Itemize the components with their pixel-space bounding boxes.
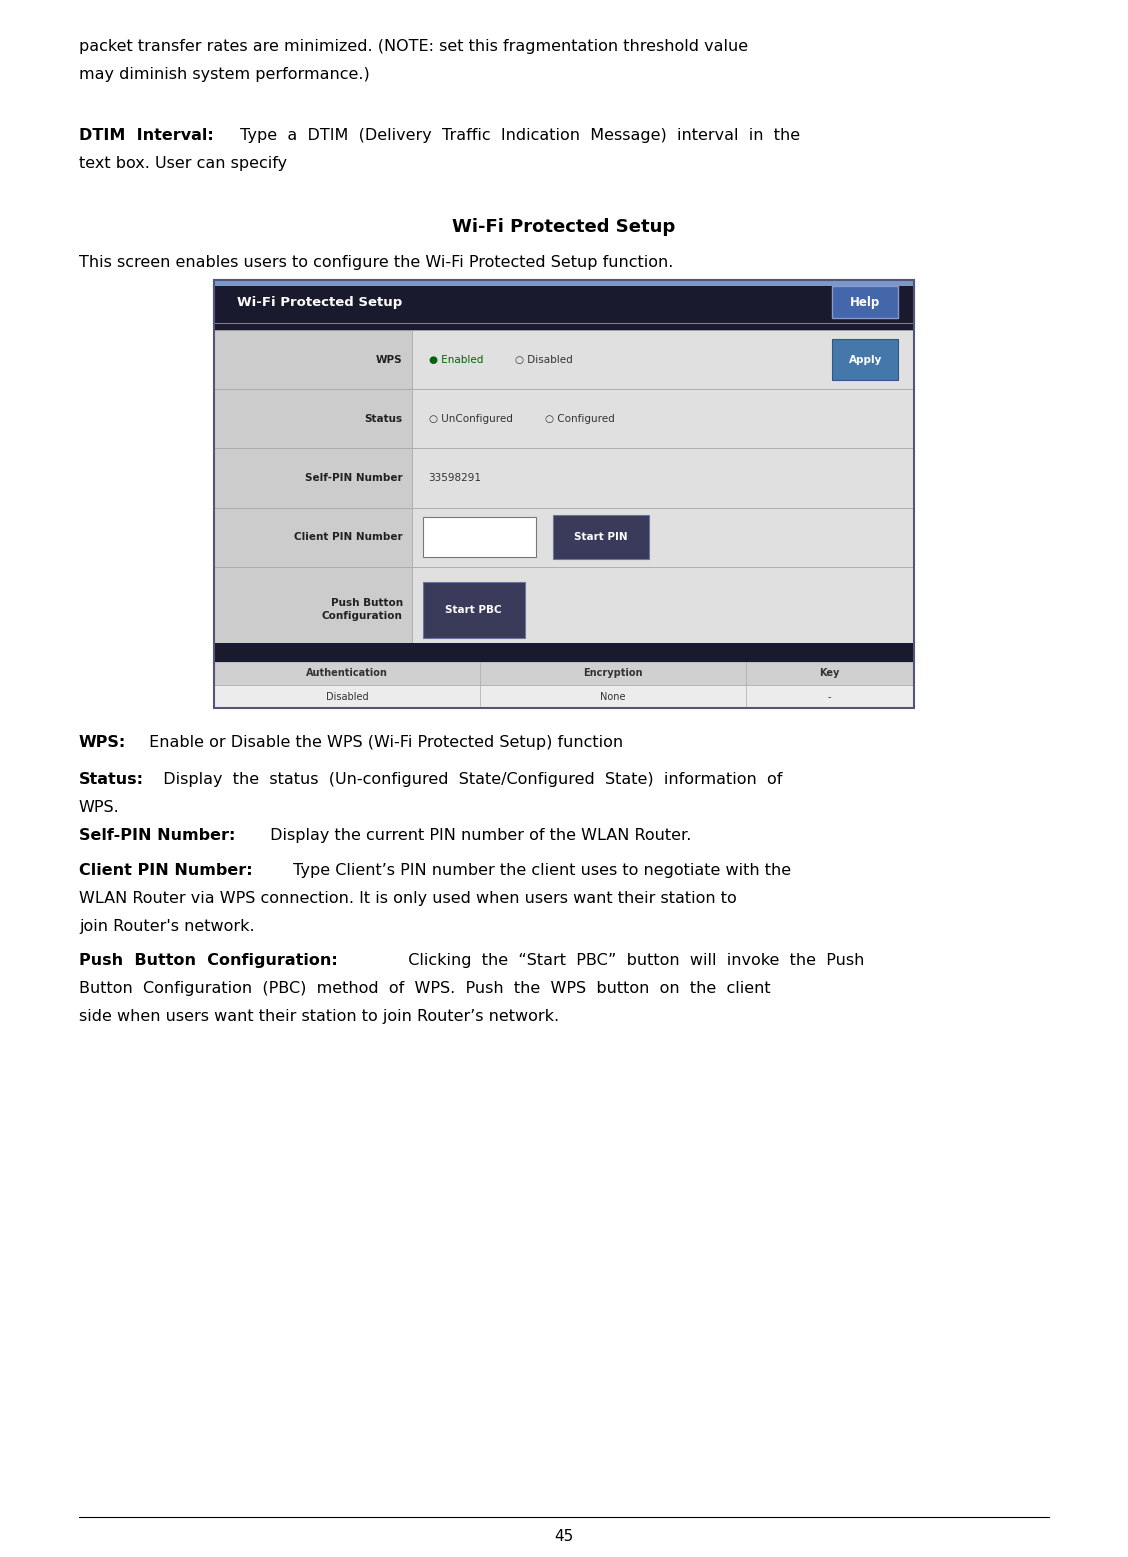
FancyBboxPatch shape [214,685,914,708]
Text: 33598291: 33598291 [429,473,482,483]
Text: None: None [600,691,626,702]
FancyBboxPatch shape [412,508,914,567]
Text: may diminish system performance.): may diminish system performance.) [79,67,370,83]
Text: Client PIN Number: Client PIN Number [294,532,403,542]
Text: Wi-Fi Protected Setup: Wi-Fi Protected Setup [452,218,676,237]
FancyBboxPatch shape [214,389,412,448]
Text: Display the current PIN number of the WLAN Router.: Display the current PIN number of the WL… [265,828,691,844]
Text: Self-PIN Number: Self-PIN Number [305,473,403,483]
Text: Start PIN: Start PIN [574,532,627,542]
FancyBboxPatch shape [214,508,412,567]
Text: WPS.: WPS. [79,800,120,816]
Text: Start PBC: Start PBC [446,604,502,615]
Text: join Router's network.: join Router's network. [79,919,255,934]
FancyBboxPatch shape [412,389,914,448]
Text: Push Button
Configuration: Push Button Configuration [321,598,403,621]
Text: text box. User can specify: text box. User can specify [79,156,288,171]
FancyBboxPatch shape [214,567,412,652]
Text: Key: Key [820,668,840,679]
Text: Help: Help [851,296,880,308]
FancyBboxPatch shape [832,339,898,380]
Text: ○ UnConfigured: ○ UnConfigured [429,414,512,424]
Text: Status: Status [364,414,403,424]
Text: Type  a  DTIM  (Delivery  Traffic  Indication  Message)  interval  in  the: Type a DTIM (Delivery Traffic Indication… [235,128,800,143]
FancyBboxPatch shape [214,324,914,643]
FancyBboxPatch shape [214,280,914,324]
Text: Client PIN Number:: Client PIN Number: [79,863,253,878]
Text: Disabled: Disabled [326,691,369,702]
FancyBboxPatch shape [214,330,412,389]
Text: Push  Button  Configuration:: Push Button Configuration: [79,953,337,968]
Text: Type Client’s PIN number the client uses to negotiate with the: Type Client’s PIN number the client uses… [288,863,791,878]
Text: WPS:: WPS: [79,735,126,750]
Text: packet transfer rates are minimized. (NOTE: set this fragmentation threshold val: packet transfer rates are minimized. (NO… [79,39,748,54]
FancyBboxPatch shape [832,286,898,318]
FancyBboxPatch shape [553,515,649,559]
Text: 45: 45 [554,1529,574,1545]
FancyBboxPatch shape [214,448,412,508]
Text: Status:: Status: [79,772,144,788]
Text: Button  Configuration  (PBC)  method  of  WPS.  Push  the  WPS  button  on  the : Button Configuration (PBC) method of WPS… [79,981,770,996]
Text: Authentication: Authentication [307,668,388,679]
Text: ○ Configured: ○ Configured [545,414,615,424]
FancyBboxPatch shape [214,280,914,286]
FancyBboxPatch shape [423,517,536,557]
Text: -: - [828,691,831,702]
Text: Wi-Fi Protected Setup: Wi-Fi Protected Setup [237,296,402,308]
Text: DTIM  Interval:: DTIM Interval: [79,128,213,143]
FancyBboxPatch shape [412,567,914,652]
FancyBboxPatch shape [412,330,914,389]
Text: Enable or Disable the WPS (Wi-Fi Protected Setup) function: Enable or Disable the WPS (Wi-Fi Protect… [144,735,624,750]
Text: Apply: Apply [848,355,882,364]
Text: This screen enables users to configure the Wi-Fi Protected Setup function.: This screen enables users to configure t… [79,255,673,271]
Text: side when users want their station to join Router’s network.: side when users want their station to jo… [79,1009,559,1025]
Text: ● Enabled: ● Enabled [429,355,483,364]
Text: Encryption: Encryption [583,668,643,679]
Text: WPS: WPS [376,355,403,364]
FancyBboxPatch shape [423,582,525,637]
Text: Self-PIN Number:: Self-PIN Number: [79,828,236,844]
Text: ○ Disabled: ○ Disabled [515,355,573,364]
FancyBboxPatch shape [214,662,914,685]
Text: Display  the  status  (Un-configured  State/Configured  State)  information  of: Display the status (Un-configured State/… [153,772,783,788]
Text: WLAN Router via WPS connection. It is only used when users want their station to: WLAN Router via WPS connection. It is on… [79,891,737,906]
FancyBboxPatch shape [214,643,914,662]
FancyBboxPatch shape [412,448,914,508]
Text: Clicking  the  “Start  PBC”  button  will  invoke  the  Push: Clicking the “Start PBC” button will inv… [398,953,864,968]
